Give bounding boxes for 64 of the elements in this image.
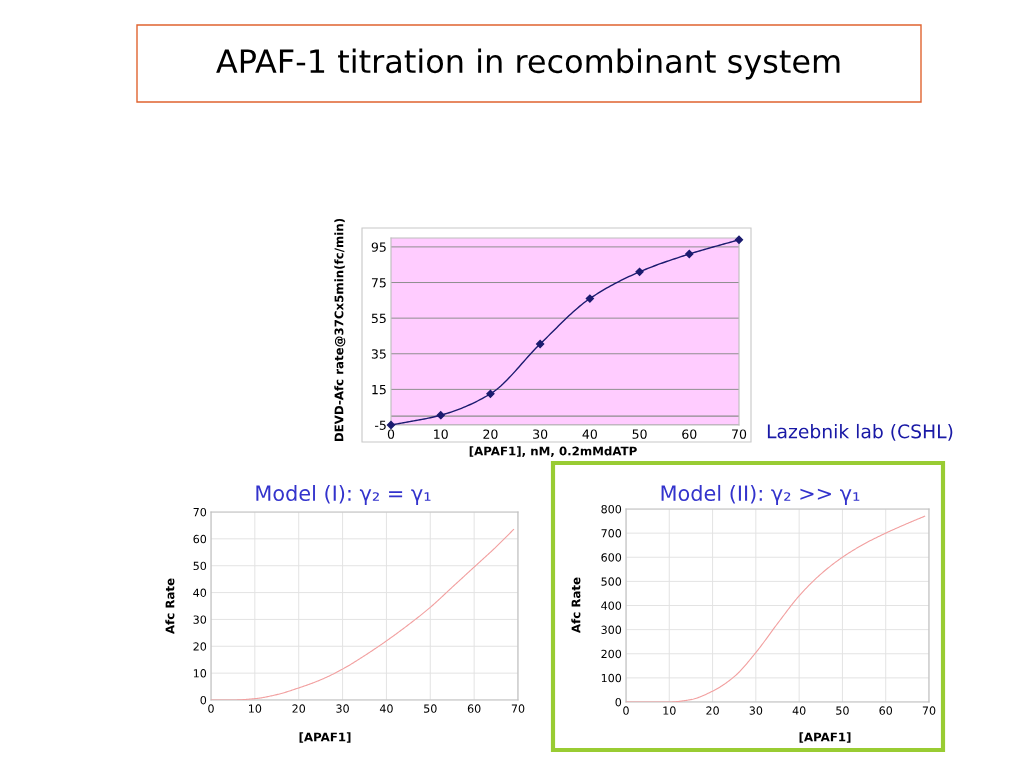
- y-tick-label: 75: [371, 278, 386, 288]
- point: [386, 420, 396, 430]
- point: [685, 249, 694, 259]
- y-axis-title: Afc Rate: [571, 577, 581, 633]
- y-tick-label: 600: [601, 553, 622, 562]
- x-tick-label: 50: [632, 429, 647, 439]
- y-tick-label: 800: [601, 504, 622, 514]
- y-tick-label: 500: [601, 577, 622, 586]
- x-tick-label: 20: [706, 706, 719, 715]
- x-tick-label: 30: [749, 706, 763, 715]
- point: [585, 294, 594, 303]
- y-tick-label: 35: [371, 349, 386, 359]
- y-tick-label: 0: [200, 695, 207, 705]
- y-tick-label: 15: [372, 385, 386, 395]
- point: [436, 411, 445, 420]
- x-axis-title: [APAF1]: [299, 732, 351, 743]
- y-tick-label: 10: [193, 669, 207, 678]
- chart-title: Model (II): γ₂ >> γ₁: [661, 484, 860, 506]
- x-tick-label: 70: [511, 704, 525, 713]
- y-tick-label: 200: [601, 649, 622, 659]
- y-tick-label: 100: [601, 673, 622, 683]
- y-tick-label: 400: [601, 601, 622, 610]
- y-tick-label: 700: [601, 529, 622, 538]
- y-tick-label: -5: [374, 420, 386, 430]
- x-tick-label: 50: [424, 704, 437, 713]
- point: [536, 339, 545, 349]
- x-tick-label: 0: [208, 704, 214, 713]
- text: Lazebnik lab (CSHL): [767, 423, 953, 441]
- point: [635, 267, 644, 276]
- y-tick-label: 50: [193, 561, 207, 571]
- y-tick-label: 20: [193, 642, 207, 651]
- x-tick-label: 60: [682, 429, 697, 439]
- chart-title: Model (I): γ₂ = γ₁: [256, 484, 431, 506]
- y-axis-title: Afc Rate: [165, 578, 175, 634]
- x-tick-label: 20: [292, 704, 306, 713]
- y-axis-title: DEVD-Afc rate@37Cx5min(fc/min): [334, 218, 346, 442]
- y-tick-label: 40: [193, 588, 207, 597]
- y-tick-label: 30: [193, 615, 207, 624]
- point: [486, 389, 495, 398]
- x-tick-label: 70: [922, 706, 936, 715]
- x-tick-label: 30: [336, 704, 349, 713]
- y-tick-label: 70: [193, 507, 207, 517]
- x-tick-label: 50: [836, 706, 849, 715]
- x-tick-label: 60: [879, 706, 893, 715]
- x-tick-label: 60: [467, 704, 481, 713]
- x-tick-label: 40: [792, 706, 806, 715]
- x-tick-label: 0: [387, 429, 395, 439]
- x-axis-title: [APAF1], nM, 0.2mMdATP: [469, 446, 637, 457]
- chart-title: APAF-1 titration in recombinant system: [216, 48, 840, 80]
- x-tick-label: 10: [663, 706, 676, 715]
- x-tick-label: 10: [249, 704, 262, 713]
- x-tick-label: 40: [379, 704, 393, 713]
- y-tick-label: 95: [371, 242, 386, 252]
- y-tick-label: 55: [371, 313, 386, 324]
- x-tick-label: 20: [483, 429, 498, 439]
- y-tick-label: 60: [193, 534, 207, 544]
- point: [734, 235, 744, 244]
- x-tick-label: 0: [623, 706, 629, 715]
- x-axis-title: [APAF1]: [799, 732, 851, 743]
- x-tick-label: 40: [582, 429, 597, 439]
- x-tick-label: 30: [533, 429, 548, 439]
- x-tick-label: 70: [732, 429, 747, 439]
- y-tick-label: 300: [601, 625, 622, 634]
- x-tick-label: 10: [434, 429, 448, 439]
